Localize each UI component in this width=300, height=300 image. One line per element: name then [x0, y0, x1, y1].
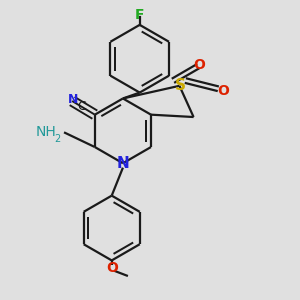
Text: N: N	[116, 156, 129, 171]
Text: O: O	[218, 84, 230, 98]
Text: O: O	[194, 58, 206, 72]
Text: S: S	[175, 78, 185, 93]
Text: NH: NH	[36, 125, 57, 139]
Text: F: F	[135, 8, 144, 22]
Text: 2: 2	[54, 134, 61, 144]
Text: C: C	[77, 100, 86, 113]
Text: O: O	[106, 261, 118, 275]
Text: N: N	[68, 93, 78, 106]
